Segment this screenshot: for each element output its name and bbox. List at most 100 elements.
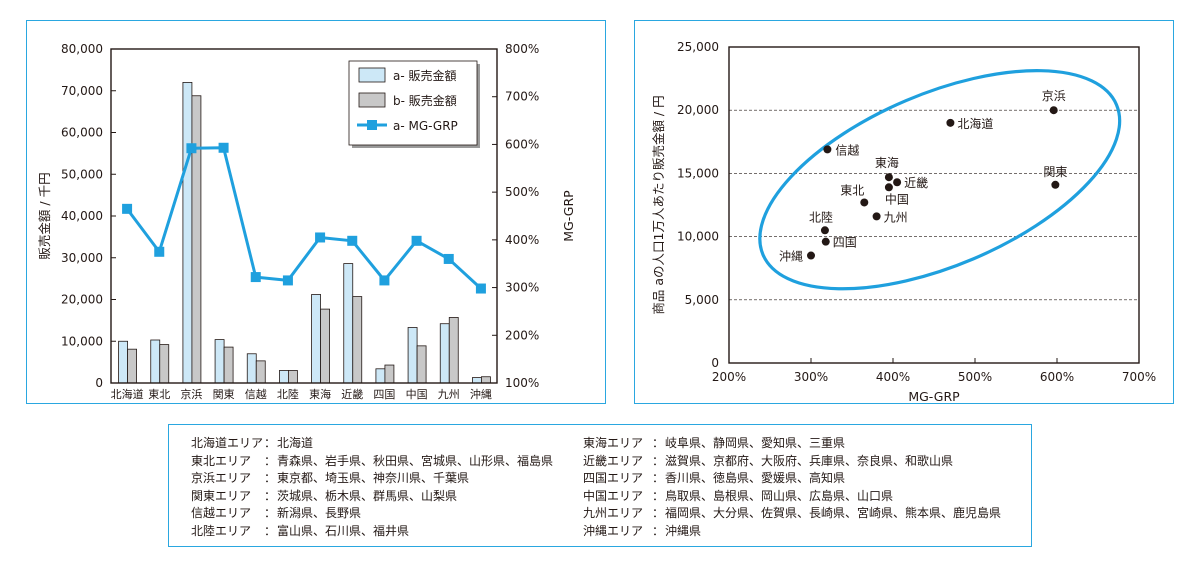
legend-label-1: b- 販売金額 — [393, 93, 457, 108]
point-label-9: 北陸 — [809, 210, 833, 224]
scatter-chart-panel: 0 5,000 10,000 15,000 20,000 25,000 200% 300% 40… — [634, 20, 1174, 404]
plot-frame — [728, 46, 1140, 364]
point-1 — [946, 118, 955, 127]
region-label: 近畿エリア — [583, 453, 644, 468]
point-10 — [821, 237, 830, 246]
point-7 — [872, 212, 881, 221]
point-3 — [884, 173, 893, 182]
x-tick-label: 北陸 — [277, 388, 299, 401]
bar-a-2 — [182, 82, 193, 384]
x-tick-label: 700% — [1122, 370, 1156, 384]
region-separator: ： — [263, 436, 276, 450]
point-label-0: 京浜 — [1042, 89, 1066, 103]
region-label: 関東エリア — [191, 488, 252, 503]
x-tick-label: 200% — [712, 370, 746, 384]
legend-swatch-1 — [358, 92, 386, 108]
point-label-4: 近畿 — [904, 176, 928, 190]
region-label: 東北エリア — [191, 453, 252, 468]
region-label: 信越エリア — [191, 506, 252, 521]
region-row: 中国エリア ：鳥取県、島根県、岡山県、広島県、山口県 — [583, 488, 1001, 506]
point-2 — [823, 145, 832, 154]
legend-swatch-0 — [358, 67, 386, 83]
mg-grp-marker-11 — [475, 283, 486, 294]
y-tick-label: 10,000 — [677, 230, 719, 244]
y-tick-label: 0 — [711, 356, 719, 370]
point-6 — [884, 183, 893, 192]
region-row: 京浜エリア ：東京都、埼玉県、神奈川県、千葉県 — [191, 470, 553, 488]
region-row: 近畿エリア ：滋賀県、京都府、大阪府、兵庫県、奈良県、和歌山県 — [583, 453, 1001, 471]
region-prefectures: 茨城県、栃木県、群馬県、山梨県 — [277, 488, 458, 503]
x-tick-label: 中国 — [406, 388, 428, 401]
mg-grp-marker-0 — [122, 203, 133, 214]
point-label-1: 北海道 — [957, 116, 993, 131]
region-prefectures: 岐阜県、静岡県、愛知県、三重県 — [665, 436, 846, 450]
region-label: 京浜エリア — [191, 471, 252, 486]
x-tick-label: 東海 — [309, 387, 331, 401]
point-4 — [893, 178, 902, 187]
y-tick-label: 0 — [95, 376, 103, 390]
region-separator: ： — [263, 453, 276, 468]
y2-tick-label: 400% — [505, 233, 539, 247]
y2-tick-label: 300% — [505, 281, 539, 295]
point-label-6: 中国 — [885, 191, 909, 206]
bar-b-1 — [159, 344, 170, 384]
mg-grp-marker-3 — [218, 142, 229, 153]
y2-tick-label: 700% — [505, 90, 539, 104]
region-definitions-box: 北海道エリア：北海道 東北エリア：青森県、岩手県、秋田県、宮城県、山形県、福島県京… — [168, 424, 1032, 547]
point-5 — [860, 198, 869, 207]
bar-b-3 — [223, 346, 234, 384]
bar-a-3 — [214, 339, 225, 384]
point-label-7: 九州 — [884, 210, 908, 224]
x-tick-label: 400% — [876, 370, 910, 384]
region-row: 東海エリア ：岐阜県、静岡県、愛知県、三重県 — [583, 435, 1001, 453]
region-prefectures: 新潟県、長野県 — [277, 506, 362, 521]
region-separator: ： — [263, 523, 276, 538]
y2-tick-label: 100% — [505, 376, 539, 390]
point-0 — [1049, 106, 1058, 115]
region-separator: ： — [263, 506, 276, 521]
x-tick-label: 四国 — [373, 388, 395, 401]
legend-label-2: a- MG-GRP — [393, 119, 458, 133]
x-tick-label: 関東 — [213, 388, 235, 401]
x-axis-title: MG-GRP — [908, 389, 960, 404]
x-tick-label: 東北 — [148, 388, 170, 401]
region-label: 北陸エリア — [191, 523, 252, 538]
bar-b-5 — [288, 370, 298, 384]
region-label: 中国エリア — [583, 488, 644, 503]
x-tick-label: 沖縄 — [470, 387, 492, 401]
point-label-5: 東北 — [840, 183, 864, 197]
region-row: 九州エリア ：福岡県、大分県、佐賀県、長崎県、宮崎県、熊本県、鹿児島県 — [583, 505, 1001, 523]
region-row: 四国エリア ：香川県、徳島県、愛媛県、高知県 — [583, 470, 1001, 488]
point-11 — [807, 251, 815, 260]
x-tick-label: 京浜 — [180, 387, 202, 401]
region-row: 北海道エリア：北海道 — [191, 435, 553, 453]
point-label-3: 東海 — [875, 155, 899, 170]
region-prefectures: 青森県、岩手県、秋田県、宮城県、山形県、福島県 — [277, 453, 554, 468]
region-separator: ： — [651, 436, 664, 450]
region-separator: ： — [651, 471, 664, 486]
region-label: 九州エリア — [583, 506, 644, 521]
bar-a-11 — [472, 377, 482, 384]
mg-grp-marker-9 — [411, 235, 422, 246]
region-prefectures: 富山県、石川県、福井県 — [277, 523, 410, 538]
y-tick-label: 20,000 — [61, 293, 103, 307]
grouping-ellipse — [758, 69, 1122, 291]
legend-label-0: a- 販売金額 — [393, 68, 457, 83]
y-axis-title: 販売金額 / 千円 — [37, 172, 52, 259]
y2-tick-label: 200% — [505, 328, 539, 342]
point-label-11: 沖縄 — [779, 249, 803, 264]
bar-a-8 — [375, 368, 386, 384]
region-separator: ： — [651, 523, 664, 538]
region-label: 沖縄エリア — [583, 523, 644, 538]
region-list-left: 北海道エリア：北海道 東北エリア：青森県、岩手県、秋田県、宮城県、山形県、福島県京… — [191, 435, 553, 541]
region-prefectures: 北海道 — [277, 436, 314, 450]
region-label: 四国エリア — [583, 471, 644, 486]
bar-b-7 — [352, 296, 363, 384]
region-row: 関東エリア ：茨城県、栃木県、群馬県、山梨県 — [191, 488, 553, 506]
y2-axis-title: MG-GRP — [561, 190, 576, 242]
legend-swatch-marker — [367, 120, 377, 130]
x-tick-label: 九州 — [438, 388, 460, 401]
bar-line-chart: 0 10,000 20,000 30,000 40,000 50,000 60,000 70,… — [37, 42, 576, 401]
region-list-right: 東海エリア：岐阜県、静岡県、愛知県、三重県 近畿エリア：滋賀県、京都府、大阪府、兵… — [583, 435, 1001, 541]
mg-grp-marker-6 — [315, 232, 326, 243]
